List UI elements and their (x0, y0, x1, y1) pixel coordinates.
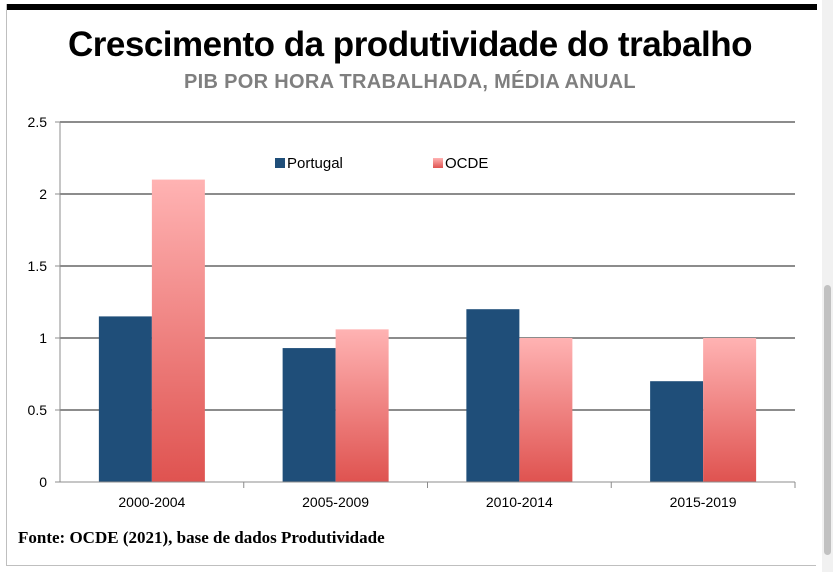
bar-ocde (151, 179, 205, 482)
scrollbar[interactable] (822, 0, 833, 572)
bars (98, 179, 757, 482)
x-tick-label: 2000-2004 (118, 494, 185, 510)
bar-portugal (282, 348, 336, 482)
bar-ocde (519, 338, 573, 482)
y-tick-label: 2 (39, 186, 47, 202)
x-tick-label: 2005-2009 (302, 494, 369, 510)
bar-portugal (650, 381, 704, 482)
axes: 0 0.5 1 1.5 2 2.5 2000-2004 2005-2009 2010-2014 2… (28, 114, 796, 510)
legend-swatch-portugal (275, 158, 285, 168)
top-rule (6, 4, 817, 10)
legend-label-portugal: Portugal (287, 155, 343, 172)
legend-label-ocde: OCDE (445, 155, 488, 172)
source-note: Fonte: OCDE (2021), base de dados Produt… (18, 528, 385, 547)
x-tick-label: 2015-2019 (670, 494, 737, 510)
chart-frame (6, 4, 816, 566)
x-tick-label: 2010-2014 (486, 494, 553, 510)
bar-portugal (98, 316, 152, 482)
legend-swatch-ocde (433, 158, 443, 168)
bar-portugal (466, 309, 520, 482)
bar-ocde (703, 338, 757, 482)
bar-ocde (335, 329, 389, 482)
y-tick-label: 0 (39, 474, 47, 490)
legend: Portugal OCDE (275, 155, 488, 172)
y-tick-label: 0.5 (28, 402, 48, 418)
bar-chart: 0 0.5 1 1.5 2 2.5 2000-2004 2005-2009 2010-2014 2… (28, 114, 796, 510)
scrollbar-thumb[interactable] (824, 285, 831, 555)
y-tick-label: 1 (39, 330, 47, 346)
chart-title: Crescimento da produtividade do trabalho (68, 25, 752, 64)
y-tick-label: 1.5 (28, 258, 48, 274)
y-tick-label: 2.5 (28, 114, 48, 130)
chart-subtitle: PIB POR HORA TRABALHADA, MÉDIA ANUAL (184, 71, 636, 93)
